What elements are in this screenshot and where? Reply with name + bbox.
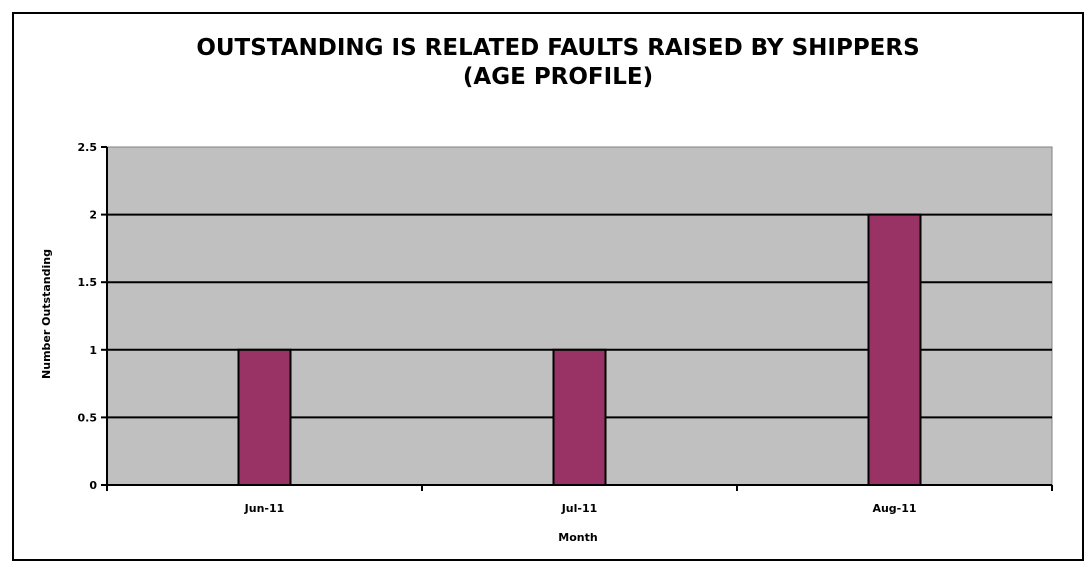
- x-tick-label: Jul-11: [561, 502, 598, 515]
- y-tick-label: 1: [89, 344, 97, 357]
- x-tick-labels: Jun-11 Jul-11 Aug-11: [244, 502, 917, 515]
- x-tick-label: Aug-11: [872, 502, 916, 515]
- y-tick-label: 2: [89, 209, 97, 222]
- x-tick-label: Jun-11: [244, 502, 285, 515]
- bar-jul-11: [552, 348, 607, 486]
- x-axis-title: Month: [558, 531, 597, 544]
- bar-aug-11: [867, 213, 922, 486]
- y-tick-label: 1.5: [78, 276, 98, 289]
- y-tick-label: 0: [89, 479, 97, 492]
- axes: [101, 146, 1053, 491]
- bar-jun-11: [237, 348, 292, 486]
- y-tick-labels: 0 0.5 1 1.5 2 2.5: [78, 141, 98, 492]
- chart-subtitle: (AGE PROFILE): [463, 64, 653, 90]
- chart-title: OUTSTANDING IS RELATED FAULTS RAISED BY …: [196, 35, 919, 61]
- y-tick-label: 0.5: [78, 411, 98, 424]
- y-tick-label: 2.5: [78, 141, 98, 154]
- bars: [237, 213, 922, 486]
- y-axis-title: Number Outstanding: [40, 249, 53, 379]
